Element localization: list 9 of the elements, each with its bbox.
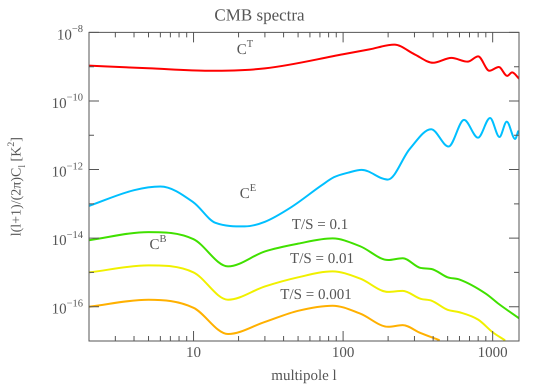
series-label: T/S = 0.001 (280, 286, 352, 303)
y-axis-title: l(l+1)/(2π)Cl [K2] (6, 137, 28, 236)
x-axis-title: multipole l (271, 368, 337, 384)
x-tick-label: 1000 (478, 344, 508, 361)
series-label: T/S = 0.01 (290, 250, 354, 267)
x-tick-label: 100 (332, 344, 354, 361)
series-label: T/S = 0.1 (292, 216, 348, 233)
x-tick-label: 10 (186, 344, 202, 361)
chart-title: CMB spectra (214, 6, 306, 25)
